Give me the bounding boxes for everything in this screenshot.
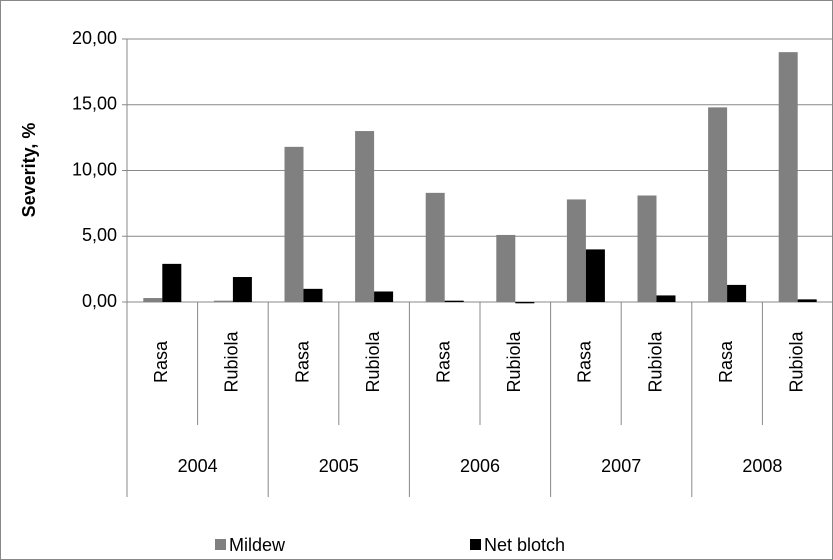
x-tick-label: Rasa xyxy=(151,340,171,383)
x-tick-label: Rasa xyxy=(575,340,595,383)
bar xyxy=(303,288,323,302)
bar xyxy=(637,195,657,302)
group-label: 2004 xyxy=(178,456,218,476)
y-tick-label: 15,00 xyxy=(72,94,117,114)
y-tick-label: 10,00 xyxy=(72,159,117,179)
bar xyxy=(374,291,394,302)
bar xyxy=(444,300,464,302)
bar xyxy=(778,52,798,303)
bar xyxy=(797,299,817,302)
bar xyxy=(213,300,233,302)
bar xyxy=(284,146,304,302)
legend-label: Mildew xyxy=(229,535,286,555)
x-tick-label: Rubiola xyxy=(645,330,665,392)
legend-label: Net blotch xyxy=(484,535,565,555)
bar xyxy=(566,199,586,302)
bar xyxy=(425,192,445,302)
group-label: 2005 xyxy=(319,456,359,476)
y-axis-label: Severity, % xyxy=(19,123,39,218)
bar xyxy=(585,249,605,302)
y-tick-label: 0,00 xyxy=(82,291,117,311)
y-tick-label: 20,00 xyxy=(72,28,117,48)
group-label: 2006 xyxy=(460,456,500,476)
bar xyxy=(355,131,375,302)
group-label: 2007 xyxy=(601,456,641,476)
bar xyxy=(515,302,535,304)
bar xyxy=(232,277,252,302)
x-tick-label: Rasa xyxy=(433,340,453,383)
bar xyxy=(143,298,163,302)
x-tick-label: Rasa xyxy=(292,340,312,383)
legend-swatch xyxy=(470,539,481,550)
x-tick-label: Rubiola xyxy=(222,330,242,392)
group-label: 2008 xyxy=(742,456,782,476)
x-tick-label: Rubiola xyxy=(504,330,524,392)
bar xyxy=(162,263,182,302)
legend-swatch xyxy=(215,539,226,550)
bar xyxy=(656,295,676,302)
y-tick-label: 5,00 xyxy=(82,225,117,245)
bar xyxy=(708,107,728,302)
x-tick-label: Rubiola xyxy=(786,330,806,392)
x-tick-label: Rasa xyxy=(716,340,736,383)
x-tick-label: Rubiola xyxy=(363,330,383,392)
bar xyxy=(496,234,516,302)
bar xyxy=(727,284,747,302)
